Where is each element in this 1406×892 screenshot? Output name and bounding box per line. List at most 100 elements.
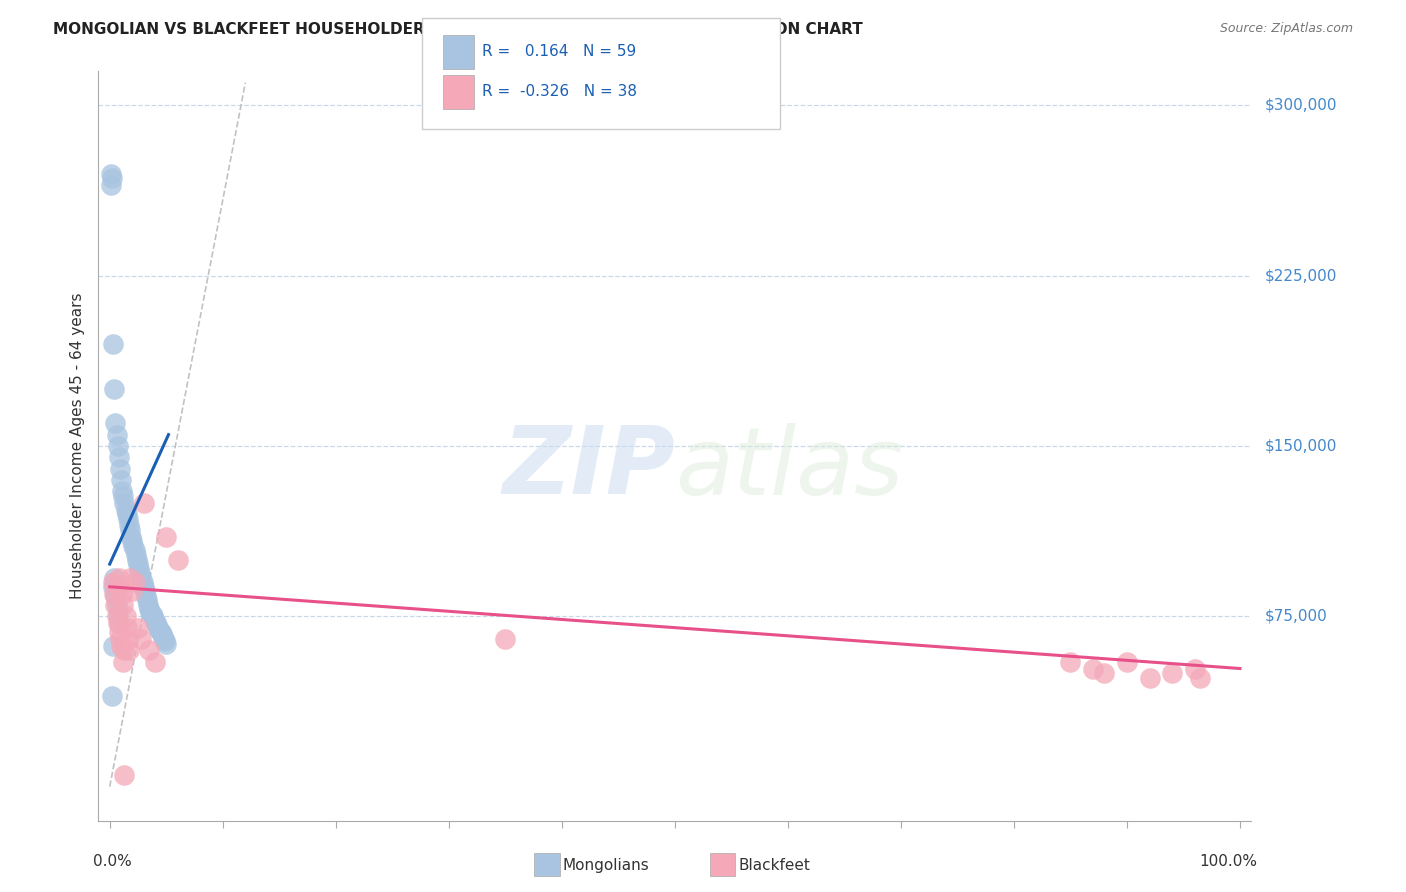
Text: Blackfeet: Blackfeet: [738, 858, 810, 872]
Text: MONGOLIAN VS BLACKFEET HOUSEHOLDER INCOME AGES 45 - 64 YEARS CORRELATION CHART: MONGOLIAN VS BLACKFEET HOUSEHOLDER INCOM…: [53, 22, 863, 37]
Point: [104, 417, 127, 431]
Point: [112, 643, 135, 657]
Point: [117, 632, 139, 646]
Point: [112, 768, 135, 782]
Point: [1081, 661, 1104, 675]
Point: [105, 427, 128, 442]
Point: [131, 575, 153, 590]
Point: [107, 625, 129, 640]
Text: atlas: atlas: [675, 423, 903, 514]
Point: [111, 586, 134, 600]
Point: [124, 575, 146, 590]
Point: [117, 511, 139, 525]
Point: [136, 593, 159, 607]
Point: [148, 623, 170, 637]
Point: [129, 566, 152, 581]
Point: [107, 571, 129, 585]
Point: [120, 530, 142, 544]
Point: [131, 632, 153, 646]
Point: [118, 518, 141, 533]
Point: [107, 607, 129, 621]
Point: [128, 561, 150, 575]
Point: [494, 632, 516, 646]
Point: [118, 643, 141, 657]
Text: $150,000: $150,000: [1265, 439, 1337, 453]
Point: [108, 632, 131, 646]
Point: [1184, 661, 1206, 675]
Text: R =   0.164   N = 59: R = 0.164 N = 59: [482, 45, 637, 59]
Point: [132, 496, 155, 510]
Point: [101, 575, 124, 590]
Text: Mongolians: Mongolians: [562, 858, 650, 872]
Point: [155, 530, 177, 544]
Point: [107, 439, 129, 453]
Point: [120, 523, 142, 537]
Point: [146, 618, 169, 632]
Point: [142, 609, 165, 624]
Point: [112, 598, 135, 612]
Point: [105, 598, 128, 612]
Point: [100, 167, 122, 181]
Point: [107, 450, 129, 465]
Point: [148, 621, 170, 635]
Text: Source: ZipAtlas.com: Source: ZipAtlas.com: [1219, 22, 1353, 36]
Point: [127, 621, 149, 635]
Point: [153, 632, 176, 646]
Point: [149, 625, 172, 640]
Point: [115, 507, 138, 521]
Point: [115, 621, 138, 635]
Y-axis label: Householder Income Ages 45 - 64 years: Householder Income Ages 45 - 64 years: [69, 293, 84, 599]
Point: [107, 580, 129, 594]
Point: [143, 614, 166, 628]
Point: [150, 627, 173, 641]
Text: ZIP: ZIP: [502, 423, 675, 515]
Point: [132, 580, 155, 594]
Point: [114, 502, 136, 516]
Point: [105, 609, 128, 624]
Point: [114, 609, 136, 624]
Point: [110, 639, 132, 653]
Point: [104, 589, 127, 603]
Point: [1161, 666, 1184, 681]
Point: [134, 584, 156, 599]
Point: [101, 639, 124, 653]
Point: [152, 630, 174, 644]
Point: [145, 616, 167, 631]
Point: [131, 571, 153, 585]
Point: [104, 598, 127, 612]
Point: [101, 171, 124, 186]
Point: [107, 616, 129, 631]
Point: [101, 580, 124, 594]
Point: [100, 178, 122, 192]
Point: [124, 543, 146, 558]
Point: [103, 382, 125, 396]
Point: [1189, 671, 1212, 685]
Point: [166, 552, 188, 566]
Point: [153, 634, 176, 648]
Point: [136, 598, 159, 612]
Point: [135, 589, 157, 603]
Point: [142, 611, 165, 625]
Point: [121, 584, 143, 599]
Point: [143, 655, 166, 669]
Point: [138, 643, 160, 657]
Point: [112, 489, 135, 503]
Text: $225,000: $225,000: [1265, 268, 1337, 283]
Point: [101, 336, 124, 351]
Text: R =  -0.326   N = 38: R = -0.326 N = 38: [482, 85, 637, 99]
Point: [103, 586, 125, 600]
Point: [125, 552, 148, 566]
Point: [1116, 655, 1139, 669]
Text: 0.0%: 0.0%: [93, 855, 131, 870]
Point: [103, 571, 125, 585]
Point: [101, 689, 124, 703]
Point: [112, 655, 135, 669]
Point: [1059, 655, 1081, 669]
Point: [112, 496, 135, 510]
Text: $75,000: $75,000: [1265, 609, 1329, 624]
Point: [141, 607, 163, 621]
Point: [1139, 671, 1161, 685]
Point: [155, 636, 177, 650]
Point: [138, 602, 160, 616]
Point: [121, 534, 143, 549]
